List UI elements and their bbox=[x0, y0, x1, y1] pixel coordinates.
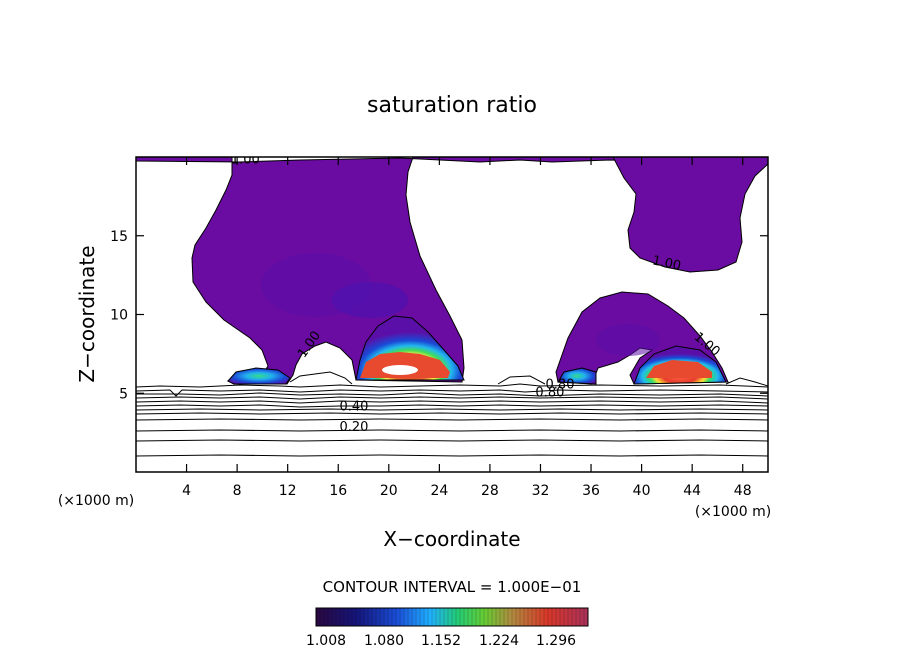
x-tick-label: 16 bbox=[329, 483, 347, 499]
colorbar-labels: 1.008 1.080 1.152 1.224 1.296 bbox=[306, 633, 576, 649]
x-axis-ticks: 4 8 12 16 20 24 28 32 36 40 44 48 bbox=[182, 157, 752, 499]
colorbar-fill bbox=[315, 607, 589, 627]
x-tick-label: 28 bbox=[481, 483, 499, 499]
contour-line bbox=[136, 400, 768, 404]
contour-line bbox=[289, 371, 353, 385]
contour-line bbox=[136, 389, 768, 397]
contour-line bbox=[136, 429, 768, 432]
colorbar: 1.008 1.080 1.152 1.224 1.296 bbox=[306, 607, 589, 649]
contour-line bbox=[136, 392, 768, 397]
y-tick-label: 5 bbox=[119, 386, 128, 402]
left-anvil-region bbox=[136, 157, 768, 385]
x-tick-label: 4 bbox=[182, 483, 191, 499]
contour-line bbox=[136, 404, 768, 408]
colorbar-label: 1.080 bbox=[364, 633, 404, 649]
x-tick-label: 20 bbox=[380, 483, 398, 499]
x-tick-label: 12 bbox=[279, 483, 297, 499]
y-tick-label: 15 bbox=[110, 229, 128, 245]
x-tick-label: 40 bbox=[633, 483, 651, 499]
x-unit-right: (×1000 m) bbox=[695, 504, 771, 520]
anvil-shading bbox=[332, 282, 408, 318]
x-axis-label: X−coordinate bbox=[383, 527, 520, 551]
x-tick-label: 48 bbox=[734, 483, 752, 499]
contour-line bbox=[136, 454, 768, 457]
contour-label: 0.80 bbox=[546, 378, 575, 393]
contour-label: 0.40 bbox=[340, 400, 369, 415]
contour-line bbox=[136, 412, 768, 415]
x-tick-label: 36 bbox=[582, 483, 600, 499]
contour-label: 0.80 bbox=[535, 385, 564, 400]
contour-lines bbox=[136, 371, 768, 457]
contour-label: 0.20 bbox=[340, 420, 369, 435]
left-core-peak bbox=[382, 365, 418, 375]
colorbar-label: 1.296 bbox=[536, 633, 576, 649]
contour-line bbox=[725, 377, 768, 387]
contour-label: 1.00 bbox=[231, 152, 260, 167]
right-core-hot bbox=[646, 360, 712, 378]
contour-line bbox=[136, 439, 768, 442]
contour-label: 1.00 bbox=[651, 253, 682, 274]
x-tick-label: 24 bbox=[430, 483, 448, 499]
y-axis-label: Z−coordinate bbox=[75, 245, 99, 382]
x-tick-label: 44 bbox=[683, 483, 701, 499]
right-base-region bbox=[557, 367, 597, 385]
x-tick-label: 32 bbox=[532, 483, 550, 499]
colorbar-label: 1.224 bbox=[479, 633, 519, 649]
x-tick-label: 8 bbox=[233, 483, 242, 499]
contour-line bbox=[136, 383, 768, 388]
chart-title: saturation ratio bbox=[367, 93, 537, 118]
contour-line bbox=[136, 396, 768, 400]
contour-interval-label: CONTOUR INTERVAL = 1.000E−01 bbox=[323, 578, 582, 596]
y-axis-ticks: 5 10 15 bbox=[110, 229, 768, 402]
left-base-region bbox=[227, 367, 291, 385]
contour-line bbox=[136, 408, 768, 411]
colorbar-label: 1.152 bbox=[421, 633, 461, 649]
y-tick-label: 10 bbox=[110, 308, 128, 324]
colorbar-label: 1.008 bbox=[306, 633, 346, 649]
x-unit-left: (×1000 m) bbox=[58, 493, 134, 509]
contour-line bbox=[136, 418, 768, 421]
left-core-hot bbox=[360, 352, 450, 378]
colorbar-stripes bbox=[315, 608, 589, 626]
anvil-shading bbox=[596, 324, 660, 356]
right-anvil-region bbox=[612, 157, 768, 273]
contour-line bbox=[497, 375, 546, 385]
plot-area: 1.001.001.001.000.800.800.400.20 bbox=[136, 152, 768, 472]
